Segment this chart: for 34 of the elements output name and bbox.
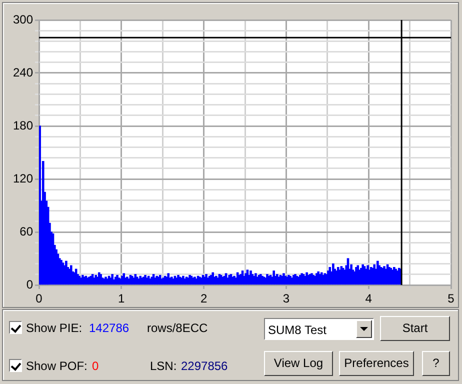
x-tick-label: 1 — [118, 292, 126, 306]
text: Show POF: — [26, 358, 88, 374]
x-tick-label: 0 — [36, 292, 43, 306]
bar — [205, 274, 208, 285]
text: SUM8 Test — [268, 323, 326, 337]
x-tick-label: 4 — [365, 292, 372, 306]
x-tick-label: 5 — [448, 292, 455, 306]
x-tick-label: 3 — [282, 292, 290, 306]
bar — [328, 267, 332, 285]
y-tick-label: 120 — [12, 171, 34, 186]
bar — [167, 273, 170, 285]
text: Preferences — [339, 351, 414, 376]
y-tick-label: 180 — [12, 118, 34, 132]
bar — [111, 274, 114, 285]
text: 0 — [92, 358, 99, 374]
text: rows/8ECC — [147, 320, 208, 336]
bar — [212, 272, 214, 285]
bar — [373, 264, 376, 285]
y-tick-label: 240 — [12, 65, 34, 80]
text: LSN: — [150, 358, 177, 374]
text: Start — [380, 316, 450, 341]
text: 2297856 — [181, 358, 228, 374]
y-tick-label: 60 — [20, 224, 34, 238]
bar — [272, 270, 275, 285]
y-tick-label: 300 — [12, 12, 34, 26]
bar — [250, 270, 252, 285]
text: ? — [422, 351, 450, 376]
bar — [122, 273, 126, 285]
text: 142786 — [89, 320, 130, 336]
text: Show PIE: — [26, 320, 82, 336]
bar — [366, 265, 369, 285]
text: View Log — [264, 351, 333, 376]
y-tick-label: 0 — [26, 277, 34, 292]
x-tick-label: 2 — [200, 292, 208, 306]
